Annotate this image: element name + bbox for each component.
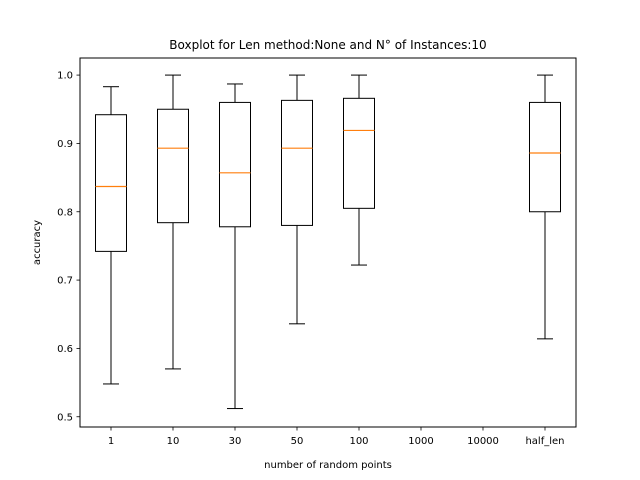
- chart-title: Boxplot for Len method:None and N° of In…: [169, 38, 486, 52]
- x-tick-label: 30: [229, 436, 242, 447]
- box-iqr: [529, 101, 561, 213]
- plot-area: [79, 57, 577, 428]
- box-iqr: [343, 97, 375, 209]
- axes-frame: [79, 57, 577, 428]
- y-tick-label: 0.5: [57, 412, 73, 423]
- x-tick-label: 50: [291, 436, 304, 447]
- box-10: [157, 74, 189, 370]
- x-axis-label: number of random points: [264, 460, 392, 471]
- y-tick-label: 0.8: [57, 207, 73, 218]
- x-tick-label: 10: [167, 436, 180, 447]
- box-100: [343, 74, 375, 266]
- y-tick-label: 0.6: [57, 344, 73, 355]
- box-iqr: [157, 108, 189, 224]
- x-tick-label: 1000: [408, 436, 433, 447]
- box-iqr: [281, 99, 313, 226]
- box-50: [281, 74, 313, 325]
- y-axis-label: accuracy: [32, 220, 43, 265]
- x-axis: 1 10 30 50 100 1000 10000 half_len: [108, 427, 565, 447]
- x-tick-label: 100: [349, 436, 368, 447]
- box-30: [219, 83, 251, 410]
- box-series: [95, 74, 561, 410]
- box-iqr: [95, 114, 127, 252]
- x-tick-label: 1: [108, 436, 114, 447]
- box-iqr: [219, 101, 251, 228]
- box-1: [95, 86, 127, 385]
- y-tick-label: 1.0: [57, 71, 73, 82]
- x-tick-label: 10000: [467, 436, 499, 447]
- y-tick-label: 0.9: [57, 139, 73, 150]
- y-tick-label: 0.7: [57, 276, 73, 287]
- x-tick-label: half_len: [525, 436, 564, 447]
- box-half_len: [529, 74, 561, 340]
- y-axis: 0.5 0.6 0.7 0.8 0.9 1.0: [57, 71, 80, 423]
